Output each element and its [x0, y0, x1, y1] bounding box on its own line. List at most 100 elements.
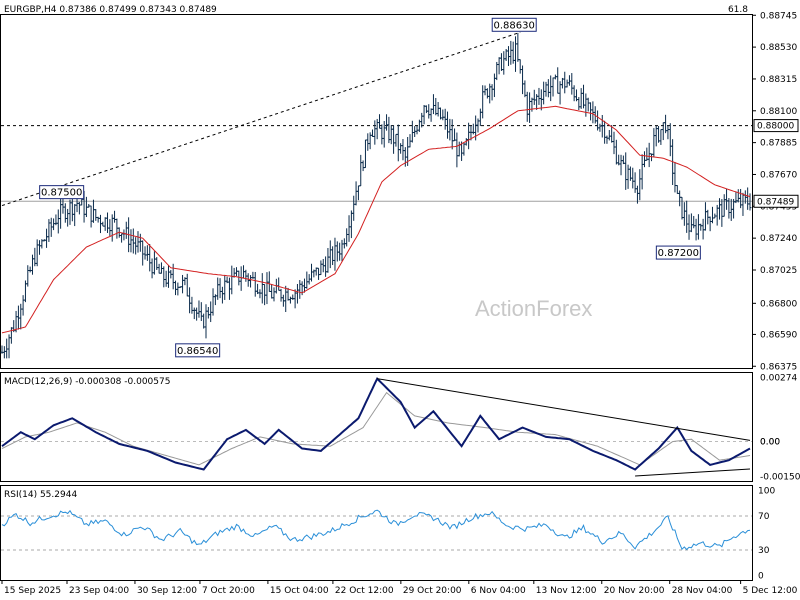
price-bar	[363, 139, 367, 169]
price-bar	[216, 277, 220, 300]
macd-main-line	[1, 377, 751, 471]
price-bar	[145, 245, 149, 261]
price-bar	[206, 307, 210, 319]
price-bar	[328, 240, 332, 269]
price-bar	[701, 218, 705, 240]
macd-label: MACD(12,26,9) -0.000308 -0.000575	[4, 377, 170, 387]
price-panel	[0, 14, 753, 369]
price-annotations: 0.88630 0.87500 0.86540 0.87200	[39, 17, 701, 358]
macd-tick-label: 0.00274	[760, 374, 797, 384]
price-bar	[537, 87, 541, 105]
price-bar	[211, 288, 215, 316]
price-bar	[741, 192, 745, 216]
current-price-box: 0.87489	[753, 194, 799, 208]
price-bar	[270, 284, 274, 299]
rsi-panel	[0, 485, 753, 581]
price-annotation-label: 0.87500	[41, 188, 82, 199]
price-bar	[612, 131, 616, 155]
price-bar	[628, 166, 632, 181]
price-bar	[138, 233, 142, 252]
price-annotation-label: 0.87200	[658, 248, 699, 259]
price-bar	[150, 258, 154, 279]
price-bar	[523, 80, 527, 98]
price-tick-label: 0.88315	[760, 75, 797, 85]
price-tick-label: 0.86590	[760, 330, 797, 340]
price-annotation-label: 0.86540	[177, 346, 218, 357]
price-bar	[197, 300, 201, 318]
price-info-label: EURGBP,H4 0.87386 0.87499 0.87343 0.8748…	[4, 5, 217, 15]
price-bar	[319, 260, 323, 276]
price-annotation: 0.86540	[175, 343, 221, 358]
price-bar	[382, 121, 386, 148]
price-bar	[174, 280, 178, 296]
price-bar	[551, 77, 555, 97]
price-bar	[35, 239, 39, 267]
price-bar	[710, 206, 714, 224]
time-tick-label: 15 Sep 2025	[4, 586, 61, 596]
price-panel-frame	[0, 14, 753, 369]
time-tick-label: 29 Oct 20:00	[403, 586, 462, 596]
price-bar	[141, 240, 145, 266]
price-bar	[279, 288, 283, 302]
price-bar	[338, 242, 342, 261]
price-bar	[678, 190, 682, 207]
price-bar	[73, 204, 77, 227]
price-bar	[556, 67, 560, 94]
price-bar	[631, 167, 635, 189]
price-bar	[28, 266, 32, 273]
rsi-panel-frame	[0, 485, 753, 581]
macd-tick-label: -0.001505	[760, 473, 800, 483]
price-bar	[687, 214, 691, 240]
price-bar	[230, 265, 234, 295]
price-bar	[483, 85, 487, 96]
price-bar	[696, 214, 700, 240]
price-bar	[298, 280, 302, 299]
price-bar	[333, 237, 337, 271]
price-bar	[725, 188, 729, 210]
price-bar	[63, 203, 67, 223]
price-bar	[122, 229, 126, 241]
price-bar	[52, 218, 56, 231]
price-bar	[624, 152, 628, 190]
price-tick-label: 0.86375	[760, 362, 797, 372]
price-bar	[605, 135, 609, 144]
price-bar	[335, 241, 339, 262]
price-bar	[253, 271, 257, 297]
price-bar	[736, 189, 740, 203]
price-bar	[431, 94, 435, 115]
price-bar	[220, 286, 224, 304]
price-bar	[633, 172, 637, 193]
price-bar	[490, 84, 494, 101]
price-bar	[647, 142, 651, 168]
price-bar	[89, 205, 93, 228]
price-bar	[525, 91, 529, 122]
price-bar	[143, 246, 147, 260]
price-bar	[265, 272, 269, 305]
price-bar	[457, 141, 461, 157]
price-bar	[650, 153, 654, 162]
price-tick-label: 0.87885	[760, 139, 797, 149]
price-bar	[542, 81, 546, 105]
price-bar	[157, 263, 161, 274]
price-tick-label: 0.87670	[760, 170, 797, 180]
price-bar	[166, 264, 170, 288]
price-bar	[455, 132, 459, 168]
price-bar	[260, 273, 264, 304]
price-bar	[673, 161, 677, 193]
price-bar	[682, 202, 686, 226]
price-bar	[586, 97, 590, 112]
price-annotation: 0.88630	[491, 17, 537, 32]
price-bar	[394, 133, 398, 147]
price-bar	[532, 89, 536, 105]
price-bar	[129, 229, 133, 253]
price-bar	[485, 88, 489, 99]
price-bar	[284, 285, 288, 313]
price-bar	[195, 307, 199, 321]
price-bar	[518, 59, 522, 74]
price-bar	[185, 273, 189, 297]
time-tick-label: 13 Nov 12:00	[536, 586, 597, 596]
price-bar	[502, 51, 506, 75]
price-annotation: 0.87500	[39, 185, 85, 200]
price-bar	[675, 185, 679, 194]
time-tick-label: 5 Dec 12:00	[743, 586, 798, 596]
